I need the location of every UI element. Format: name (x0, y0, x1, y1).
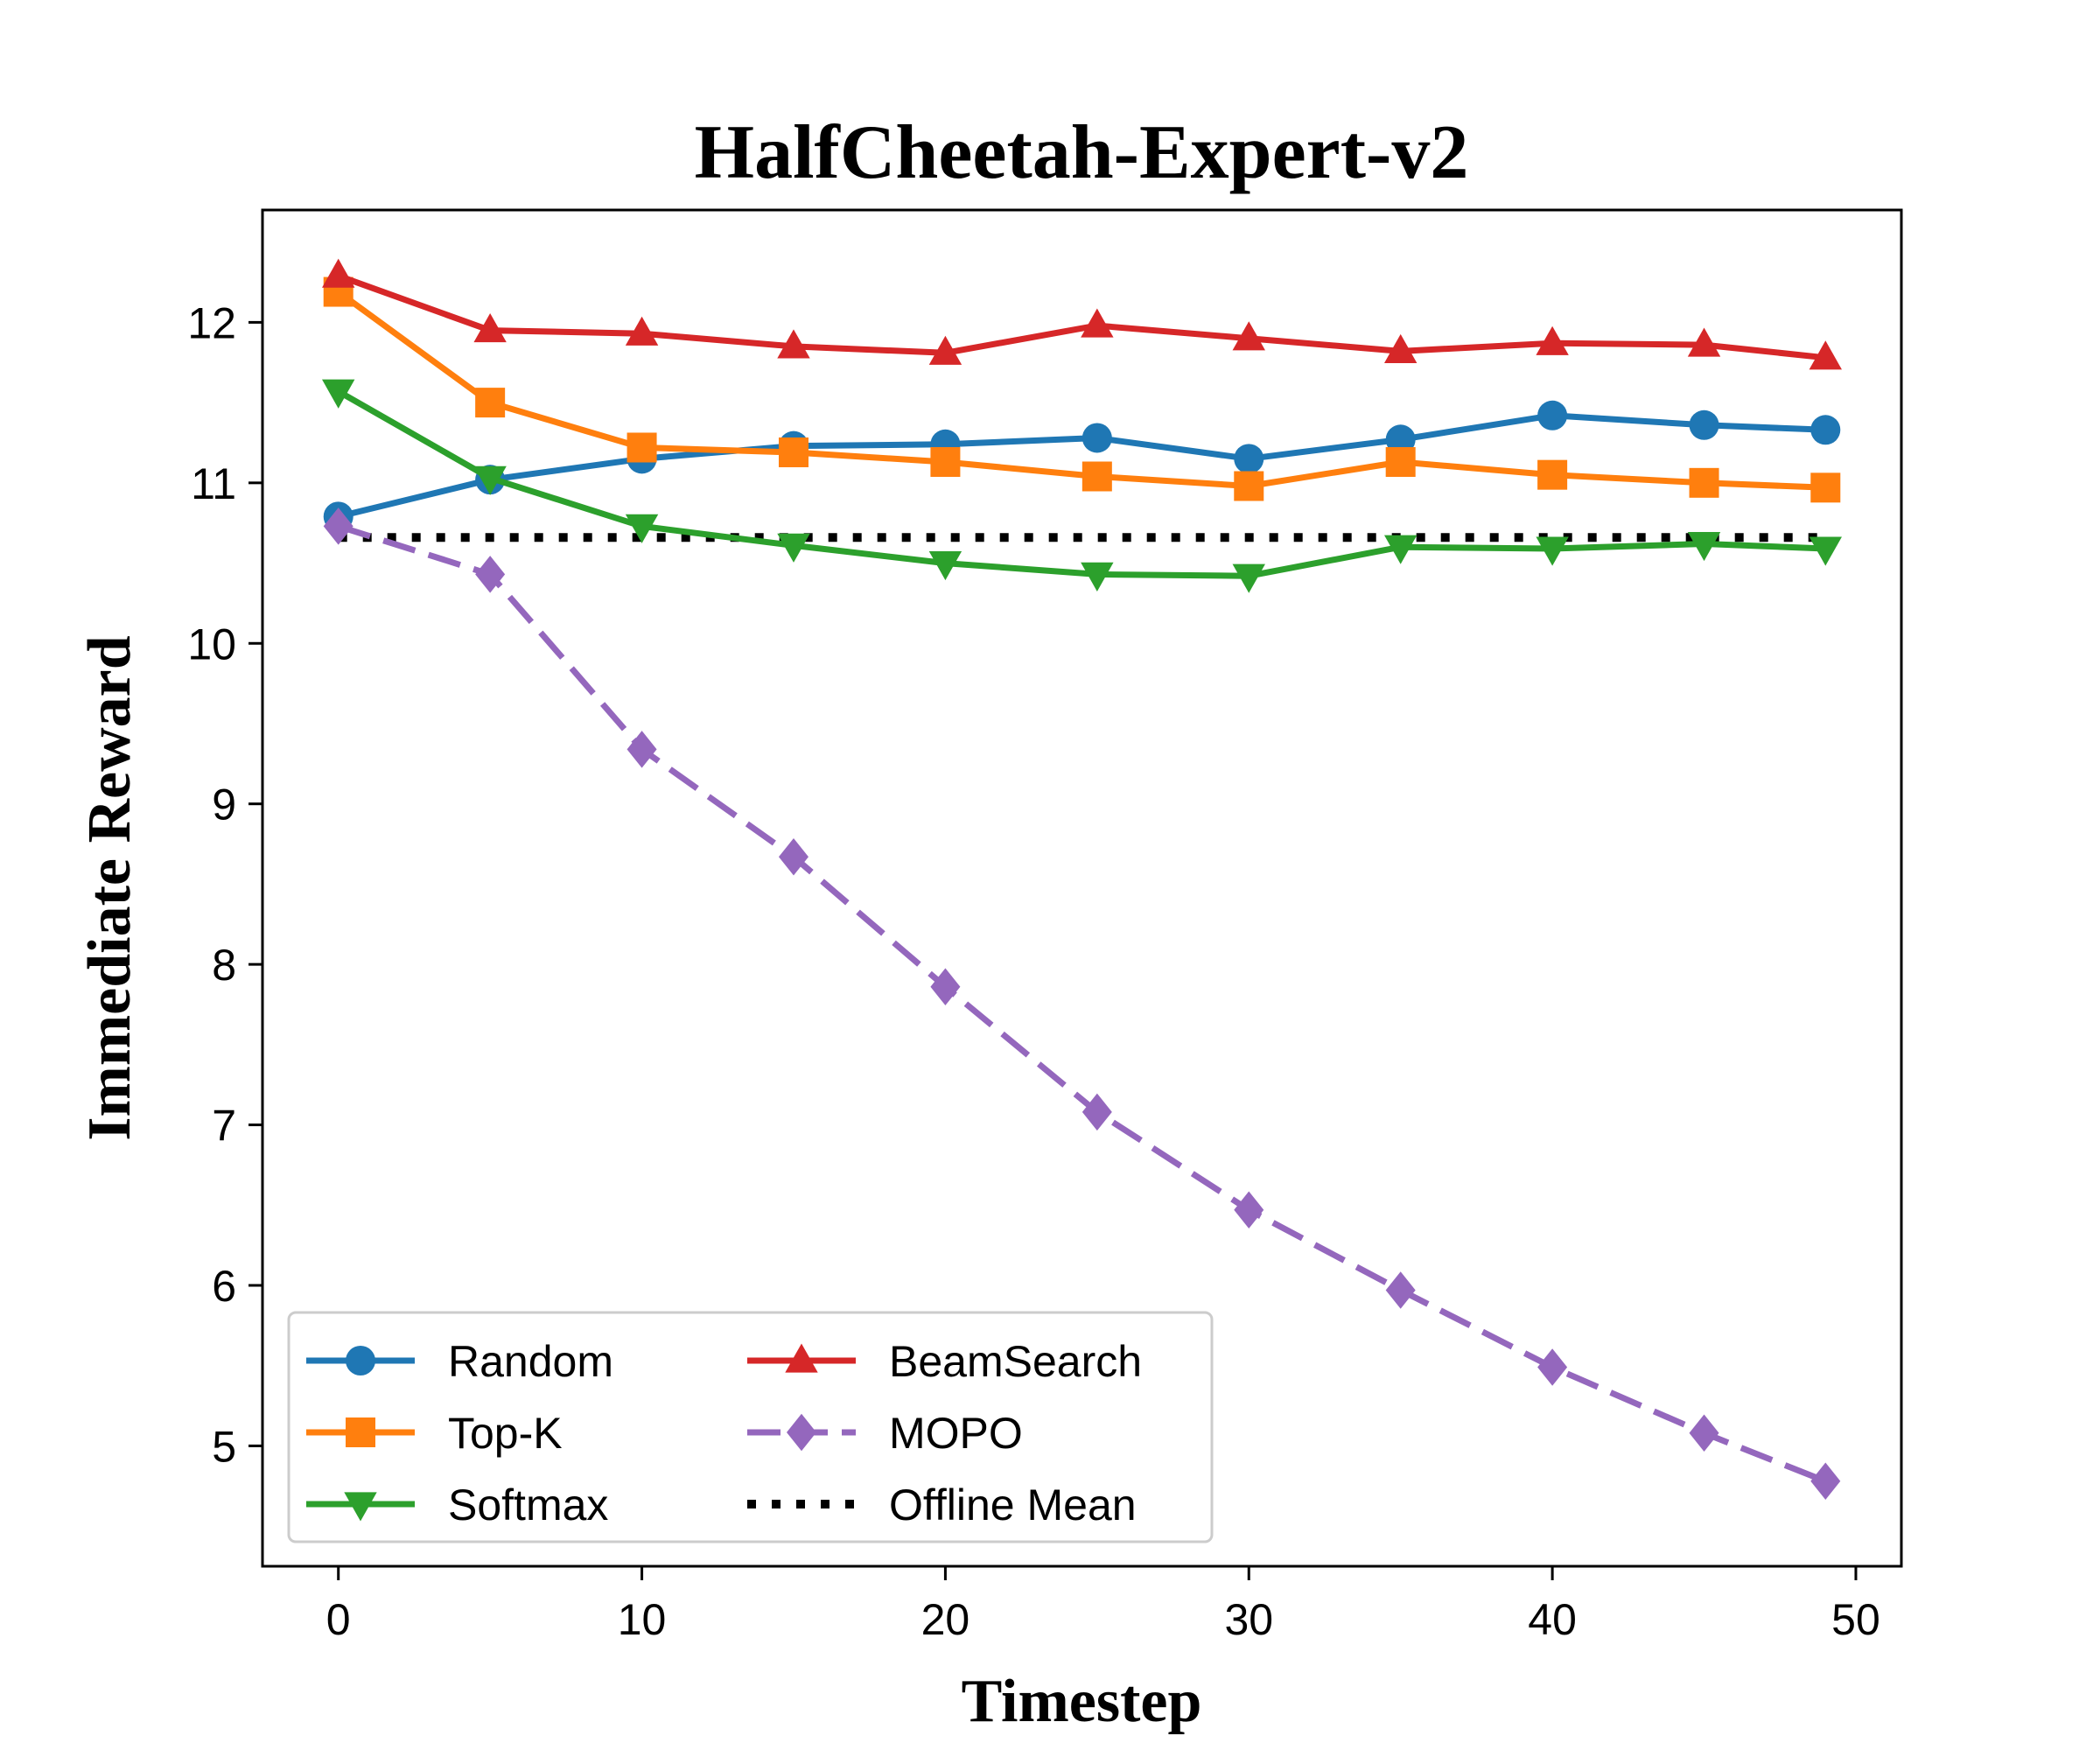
data-point-mopo (1689, 1414, 1719, 1452)
data-point-mopo (323, 508, 354, 545)
series-top-k (323, 276, 1841, 503)
data-point-softmax (928, 550, 962, 581)
legend-item-top-k: Top-K (306, 1409, 563, 1458)
legend-label-beamsearch: BeamSearch (889, 1337, 1142, 1386)
data-point-softmax (1232, 564, 1265, 593)
data-point-softmax (1536, 536, 1569, 566)
data-point-random (1537, 400, 1568, 430)
data-point-beamsearch (625, 316, 659, 346)
legend-label-softmax: Softmax (448, 1480, 608, 1530)
series-mopo (323, 508, 1841, 1501)
legend-marker-mopo (787, 1413, 816, 1452)
x-tick-label: 10 (618, 1595, 667, 1644)
series-softmax (322, 379, 1842, 593)
data-point-mopo (1082, 1093, 1112, 1131)
x-tick-label: 0 (326, 1595, 351, 1644)
data-point-top-k (1082, 461, 1112, 492)
data-point-top-k (1537, 459, 1568, 490)
data-point-mopo (1810, 1462, 1841, 1501)
data-point-beamsearch (1383, 333, 1418, 364)
data-point-beamsearch (473, 313, 507, 343)
data-point-beamsearch (1687, 327, 1721, 357)
y-tick-label: 7 (212, 1102, 236, 1151)
data-point-random (1689, 410, 1719, 440)
plot-frame (261, 208, 1903, 1568)
data-point-top-k (930, 446, 961, 477)
legend-box (287, 1311, 1214, 1544)
x-tick-label: 50 (1831, 1595, 1880, 1644)
data-point-softmax (1383, 535, 1418, 564)
y-tick-label: 6 (212, 1262, 236, 1311)
x-tick-label: 40 (1528, 1595, 1577, 1644)
data-point-top-k (778, 437, 808, 467)
series-beamsearch (322, 258, 1842, 370)
y-axis-label: Immediate Reward (76, 635, 144, 1140)
x-tick-label: 20 (921, 1595, 970, 1644)
data-point-top-k (626, 432, 657, 463)
x-tick-label: 30 (1224, 1595, 1273, 1644)
legend-item-beamsearch: BeamSearch (747, 1337, 1142, 1386)
legend: Random Top-K Softmax BeamSearch MOPO Offline … (287, 1311, 1214, 1544)
legend-label-random: Random (448, 1337, 613, 1386)
data-point-softmax (1081, 562, 1114, 592)
data-point-top-k (1234, 471, 1264, 501)
legend-label-mopo: MOPO (889, 1409, 1023, 1458)
data-point-mopo (475, 556, 506, 593)
data-point-top-k (475, 388, 506, 418)
data-point-top-k (1810, 472, 1841, 503)
y-axis: 5 6 7 8 9 10 11 12 (187, 298, 262, 1471)
data-point-beamsearch (1081, 308, 1114, 338)
legend-item-random: Random (306, 1337, 613, 1386)
data-point-beamsearch (322, 258, 355, 288)
plot-area (322, 258, 1842, 1501)
legend-item-mopo: MOPO (747, 1409, 1023, 1458)
data-point-mopo (778, 837, 808, 876)
data-point-mopo (1385, 1271, 1416, 1309)
y-tick-label: 11 (191, 459, 236, 508)
data-point-softmax (1687, 531, 1721, 562)
data-point-softmax (322, 379, 355, 409)
data-point-mopo (1537, 1348, 1568, 1386)
y-tick-label: 5 (212, 1422, 236, 1471)
data-point-mopo (930, 968, 961, 1006)
legend-marker-top-k (346, 1418, 375, 1447)
data-point-beamsearch (1536, 326, 1569, 355)
chart-title: HalfCheetah-Expert-v2 (695, 110, 1469, 195)
y-tick-label: 8 (212, 941, 236, 990)
data-point-random (1234, 444, 1264, 474)
data-point-random (1810, 415, 1841, 445)
y-tick-label: 12 (187, 298, 236, 347)
legend-item-softmax: Softmax (306, 1480, 608, 1530)
data-point-mopo (626, 731, 657, 768)
legend-item-offline-mean: Offline Mean (747, 1480, 1137, 1530)
data-point-mopo (1234, 1191, 1264, 1229)
legend-marker-beamsearch (785, 1343, 818, 1373)
legend-marker-softmax (344, 1492, 377, 1522)
data-point-softmax (473, 466, 507, 495)
x-axis: 0 10 20 30 40 50 (326, 1566, 1880, 1644)
data-point-beamsearch (1809, 340, 1842, 370)
x-axis-label: Timestep (962, 1668, 1202, 1735)
data-point-top-k (1689, 467, 1719, 498)
y-tick-label: 9 (212, 780, 236, 830)
data-point-beamsearch (777, 329, 810, 359)
data-point-softmax (1809, 536, 1842, 566)
data-point-softmax (777, 533, 810, 563)
data-point-softmax (625, 514, 659, 543)
data-point-random (1385, 424, 1416, 455)
data-point-beamsearch (1232, 321, 1265, 351)
legend-marker-random (346, 1346, 375, 1376)
legend-label-top-k: Top-K (448, 1409, 563, 1458)
data-point-random (1082, 423, 1112, 453)
legend-label-offline-mean: Offline Mean (889, 1480, 1137, 1530)
data-point-beamsearch (928, 335, 962, 365)
y-tick-label: 10 (187, 620, 236, 668)
data-point-top-k (1385, 446, 1416, 477)
